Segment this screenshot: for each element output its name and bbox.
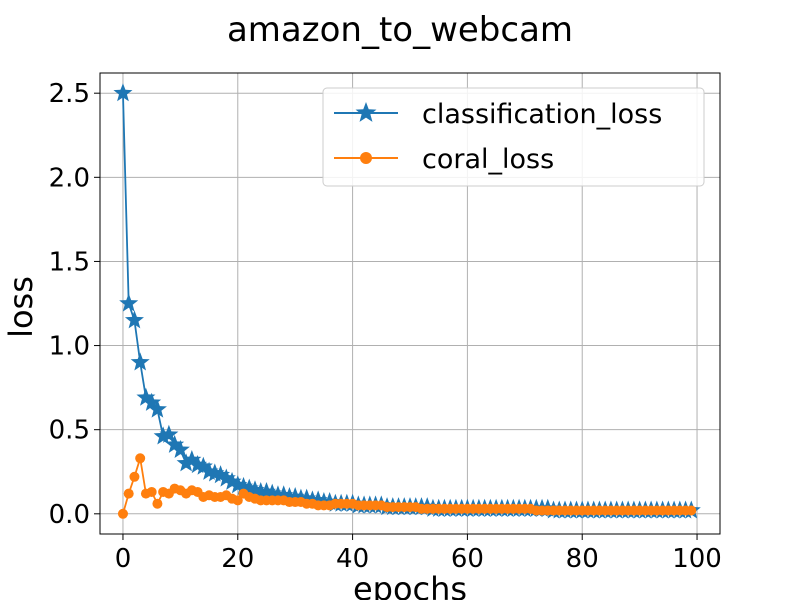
x-axis-label: epochs <box>353 570 467 600</box>
y-tick-label: 2.0 <box>49 163 90 193</box>
y-tick-label: 1.5 <box>49 247 90 277</box>
x-tick-label: 0 <box>115 544 132 574</box>
data-point <box>170 439 190 458</box>
data-point <box>119 293 139 312</box>
legend-label: coral_loss <box>422 144 554 175</box>
x-tick-label: 20 <box>221 544 254 574</box>
data-point <box>146 486 157 497</box>
axis-ticks: 0 20 40 60 80 100 0.0 0.5 1.0 1.5 2.0 2.5 <box>49 79 722 574</box>
data-point <box>142 392 162 411</box>
data-point <box>232 495 243 506</box>
chart-title: amazon_to_webcam <box>227 10 573 50</box>
legend-item: coral_loss <box>334 144 554 175</box>
data-point <box>117 508 128 519</box>
legend-box <box>322 87 705 187</box>
data-point <box>147 399 167 418</box>
data-point <box>211 465 231 484</box>
data-point <box>222 471 242 490</box>
data-point <box>159 424 179 443</box>
legend-item: classification_loss <box>334 99 662 130</box>
y-tick-label: 0.0 <box>49 500 90 530</box>
data-point <box>135 453 146 464</box>
legend-label: classification_loss <box>422 99 662 130</box>
legend-marker <box>360 152 372 164</box>
data-point <box>152 498 163 509</box>
legend-marker <box>355 102 377 122</box>
data-point <box>193 456 213 475</box>
legend: classification_loss coral_loss <box>322 87 705 187</box>
data-point <box>176 453 196 472</box>
y-tick-label: 2.5 <box>49 79 90 109</box>
data-point <box>165 434 185 453</box>
data-point <box>113 83 133 102</box>
data-point <box>686 505 697 516</box>
x-tick-label: 100 <box>672 544 722 574</box>
data-point <box>124 310 144 329</box>
data-point <box>136 387 156 406</box>
data-point <box>123 488 134 499</box>
data-point <box>216 468 236 487</box>
series-coral_loss <box>117 453 697 519</box>
x-tick-label: 60 <box>451 544 484 574</box>
data-point <box>182 449 202 469</box>
plot-frame <box>99 72 721 535</box>
x-tick-label: 80 <box>566 544 599 574</box>
x-tick-label: 40 <box>336 544 369 574</box>
data-point <box>153 426 173 445</box>
y-tick-label: 1.0 <box>49 332 90 362</box>
y-tick-label: 0.5 <box>49 416 90 446</box>
y-axis-label: loss <box>2 276 40 338</box>
data-point <box>130 352 150 371</box>
data-point <box>129 471 140 482</box>
plot-series <box>113 83 701 519</box>
